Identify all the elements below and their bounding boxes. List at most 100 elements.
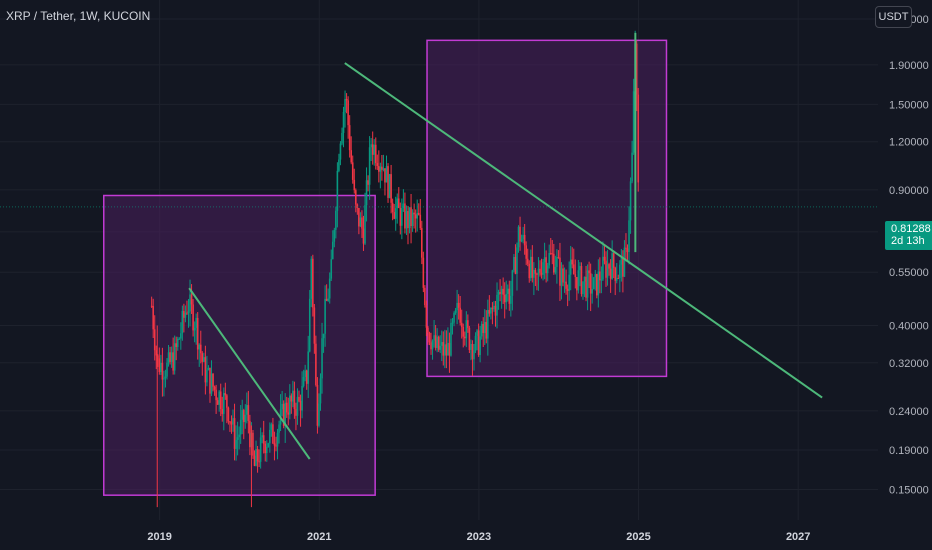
price-tick-label: 1.50000 [889,99,929,111]
candle-body [536,273,538,275]
candle-body [374,144,377,164]
candle-body [408,207,411,229]
price-axis[interactable]: 2.500001.900001.500001.200000.900000.700… [889,14,929,497]
candle-body [557,257,560,259]
candle-body [548,253,551,266]
candle-body [327,298,329,301]
currency-button[interactable]: USDT [875,6,912,28]
candle-body [169,352,171,362]
candle-body [180,333,182,339]
price-tick-label: 0.40000 [889,320,929,332]
candle-body [281,403,283,410]
candle-body [382,168,385,170]
candle-body [402,203,405,209]
candle-body [629,181,632,221]
candle-body [488,309,491,314]
candle-body [359,217,362,227]
candle-body [305,370,308,384]
candle-body [591,289,593,294]
candle-body [588,270,590,274]
candle-body [525,245,527,259]
candle-body [379,166,382,172]
time-axis[interactable]: 2019 2021 2023 2025 2027 [147,531,810,543]
candle-body [549,253,552,255]
candle-body [290,395,293,402]
time-tick-label: 2025 [626,531,650,543]
candle-body [537,268,540,275]
candle-body [595,274,598,296]
candle-body [209,367,211,394]
candle-body [628,220,630,253]
candle-body [460,322,463,327]
candle-body [344,98,346,112]
candle-body [198,344,201,350]
header-separator: , [96,9,104,23]
candle-body [284,402,286,426]
candle-body [410,207,412,226]
candle-body [253,455,256,466]
candle-body [482,323,485,334]
candle-body [450,323,452,356]
candle-body [335,210,337,230]
candle-body [307,351,310,384]
candle-body [153,329,156,351]
candle-body [261,435,263,438]
candle-body [393,212,395,219]
candle-body [585,276,587,298]
candle-body [295,409,297,416]
candle-body [361,217,363,229]
candle-body [316,385,319,426]
candle-body [491,307,494,310]
candle-body [356,204,359,208]
candle-body [436,336,438,349]
candle-body [262,435,265,444]
candle-body [454,310,457,313]
candle-body [497,291,500,295]
candle-body [448,342,451,356]
candle-body [226,395,228,408]
candle-body [313,307,316,344]
candle-body [503,294,506,303]
candle-body [239,419,242,435]
symbol-header[interactable]: XRP / Tether, 1W, KUCOIN [6,9,150,23]
candle-body [241,410,244,420]
candles [150,30,640,508]
candle-body [388,174,391,198]
candle-body [175,343,178,347]
candle-body [282,403,285,426]
candle-body [510,295,512,304]
candle-body [322,333,325,339]
exchange-label: KUCOIN [103,9,151,23]
candle-body [543,257,546,263]
candle-body [244,414,247,423]
candle-body [556,257,558,267]
candle-body [563,281,566,283]
candle-body [457,302,460,308]
candle-body [264,443,267,454]
candle-body [219,391,222,410]
candle-body [569,259,572,275]
price-tick-label: 0.32000 [889,358,929,370]
candle-body [167,352,170,363]
candle-body [235,439,237,449]
candle-body [566,288,569,291]
candle-body [444,344,446,356]
candle-body [562,268,564,283]
candle-body [430,342,432,350]
candle-body [227,407,230,422]
candle-body [301,386,303,411]
candle-body [413,212,415,215]
candle-body [325,298,328,301]
candle-body [275,445,277,447]
candle-body [632,91,635,153]
candle-body [196,317,199,350]
candle-body [166,362,168,377]
candle-body [204,357,207,383]
candle-body [546,265,549,274]
candle-body [440,342,443,346]
candle-body [609,268,612,279]
candle-body [576,277,578,291]
candle-body [568,274,570,291]
candle-body [397,198,400,208]
